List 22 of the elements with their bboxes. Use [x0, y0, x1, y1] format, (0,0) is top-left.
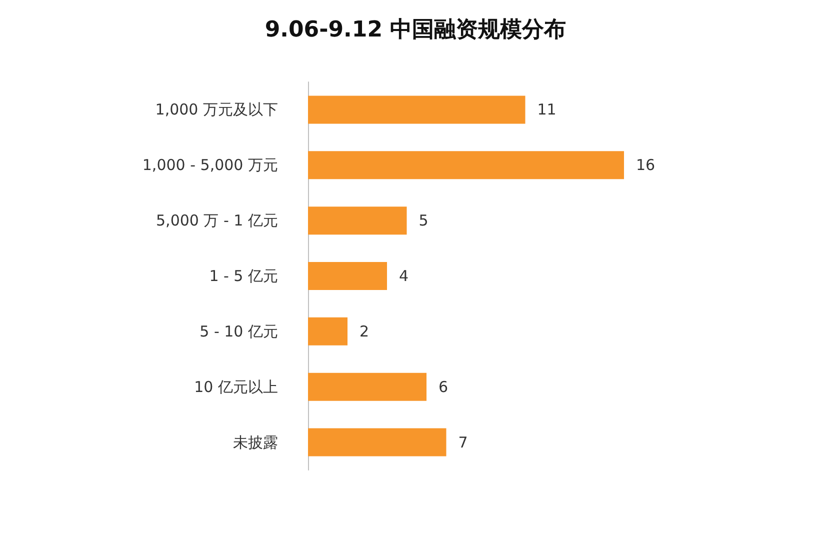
- y-tick-label: 1 - 5 亿元: [209, 267, 278, 285]
- bar: [308, 96, 526, 124]
- data-label: 4: [399, 267, 409, 285]
- data-label: 11: [537, 100, 556, 119]
- data-label: 2: [360, 322, 370, 340]
- y-tick-label: 5 - 10 亿元: [200, 322, 278, 340]
- bar: [308, 262, 387, 290]
- y-tick-label: 1,000 - 5,000 万元: [142, 156, 278, 174]
- bar: [308, 206, 407, 235]
- y-tick-label: 未披露: [233, 433, 278, 452]
- data-label: 16: [636, 156, 656, 174]
- y-tick-label: 10 亿元以上: [194, 378, 278, 396]
- y-tick-label: 5,000 万 - 1 亿元: [156, 212, 278, 230]
- bar: [308, 317, 348, 346]
- bar: [308, 372, 426, 401]
- data-label: 7: [458, 433, 468, 452]
- y-tick-label: 1,000 万元及以下: [155, 100, 278, 119]
- chart-title: 9.06-9.12 中国融资规模分布: [264, 18, 566, 42]
- bar: [308, 428, 446, 456]
- bar: [308, 151, 624, 180]
- data-label: 6: [438, 378, 448, 396]
- data-label: 5: [418, 212, 428, 230]
